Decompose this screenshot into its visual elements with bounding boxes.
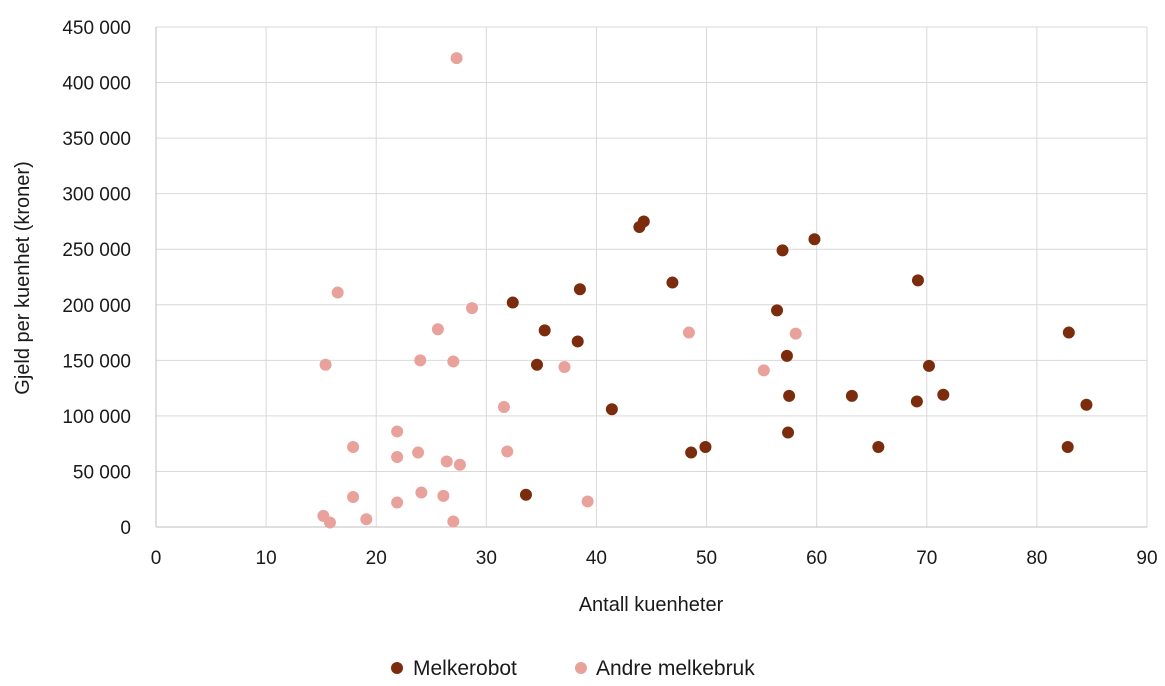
data-point (782, 426, 795, 439)
data-point (519, 488, 532, 501)
data-point (415, 486, 428, 499)
data-point (506, 296, 519, 309)
data-point (637, 215, 650, 228)
data-point (910, 395, 923, 408)
data-point (682, 326, 695, 339)
y-tick-label: 300 000 (62, 185, 131, 206)
data-point (412, 446, 425, 459)
data-point (501, 445, 514, 458)
data-point (391, 451, 404, 463)
data-point (808, 233, 821, 246)
x-tick-label: 50 (696, 548, 717, 569)
data-point (447, 355, 460, 368)
data-point (872, 441, 885, 453)
gridlines (156, 26, 1148, 527)
data-point (391, 496, 404, 509)
data-point (558, 361, 571, 373)
y-tick-label: 0 (120, 518, 131, 539)
data-point (771, 304, 784, 317)
data-point (911, 274, 924, 287)
data-point (1080, 398, 1093, 411)
data-point (331, 286, 344, 299)
data-point (323, 516, 336, 529)
y-tick-label: 200 000 (62, 296, 131, 317)
x-tick-label: 80 (1026, 548, 1047, 569)
data-point (347, 491, 360, 503)
data-point (780, 349, 793, 362)
x-axis-title: Antall kuenheter (579, 594, 724, 616)
data-point (319, 358, 332, 371)
legend: Melkerobot Andre melkebruk (391, 657, 755, 680)
data-point (685, 446, 698, 459)
data-point (1062, 326, 1075, 339)
data-point (783, 389, 796, 402)
data-point (347, 441, 360, 453)
legend-marker (575, 662, 587, 674)
data-point (789, 327, 802, 340)
axes (155, 27, 1147, 528)
data-point (937, 388, 950, 401)
y-axis-tick-labels: 0 50 000 100 000 150 000 200 000 250 000 300 0… (62, 18, 131, 539)
data-point (666, 276, 679, 289)
x-tick-label: 10 (256, 548, 277, 569)
data-point (391, 425, 404, 438)
y-tick-label: 250 000 (62, 240, 131, 261)
x-tick-label: 30 (476, 548, 497, 569)
data-point (922, 359, 935, 372)
data-point (581, 495, 594, 508)
data-point (440, 455, 453, 468)
data-point (530, 358, 543, 371)
data-points (317, 52, 1093, 529)
data-point (447, 515, 460, 528)
legend-label: Andre melkebruk (596, 657, 755, 680)
y-tick-label: 100 000 (62, 407, 131, 428)
data-point (776, 244, 789, 257)
y-tick-label: 400 000 (62, 74, 131, 95)
data-point (414, 354, 427, 367)
x-axis-tick-labels: 0 10 20 30 40 50 60 70 80 90 (151, 548, 1158, 569)
x-tick-label: 0 (151, 548, 162, 569)
x-tick-label: 60 (806, 548, 827, 569)
x-tick-label: 90 (1136, 548, 1157, 569)
data-point (1061, 441, 1074, 453)
x-tick-label: 40 (586, 548, 607, 569)
y-axis-title: Gjeld per kuenhet (kroner) (12, 161, 34, 394)
data-point (466, 302, 479, 315)
data-point (699, 441, 712, 453)
y-tick-label: 350 000 (62, 129, 131, 150)
data-point (497, 401, 510, 413)
x-tick-label: 70 (916, 548, 937, 569)
data-point (757, 364, 770, 377)
legend-label: Melkerobot (413, 657, 517, 680)
data-point (431, 323, 444, 336)
legend-marker (391, 662, 403, 674)
data-point (845, 389, 858, 402)
data-point (437, 489, 450, 502)
y-tick-label: 150 000 (62, 351, 131, 372)
data-point (360, 513, 373, 526)
data-point (571, 335, 584, 348)
data-point (450, 52, 463, 65)
data-point (605, 403, 618, 416)
data-point (573, 283, 586, 296)
y-tick-label: 450 000 (62, 18, 131, 39)
y-tick-label: 50 000 (73, 462, 131, 483)
x-tick-label: 20 (366, 548, 387, 569)
data-point (538, 324, 551, 337)
data-point (453, 458, 466, 471)
